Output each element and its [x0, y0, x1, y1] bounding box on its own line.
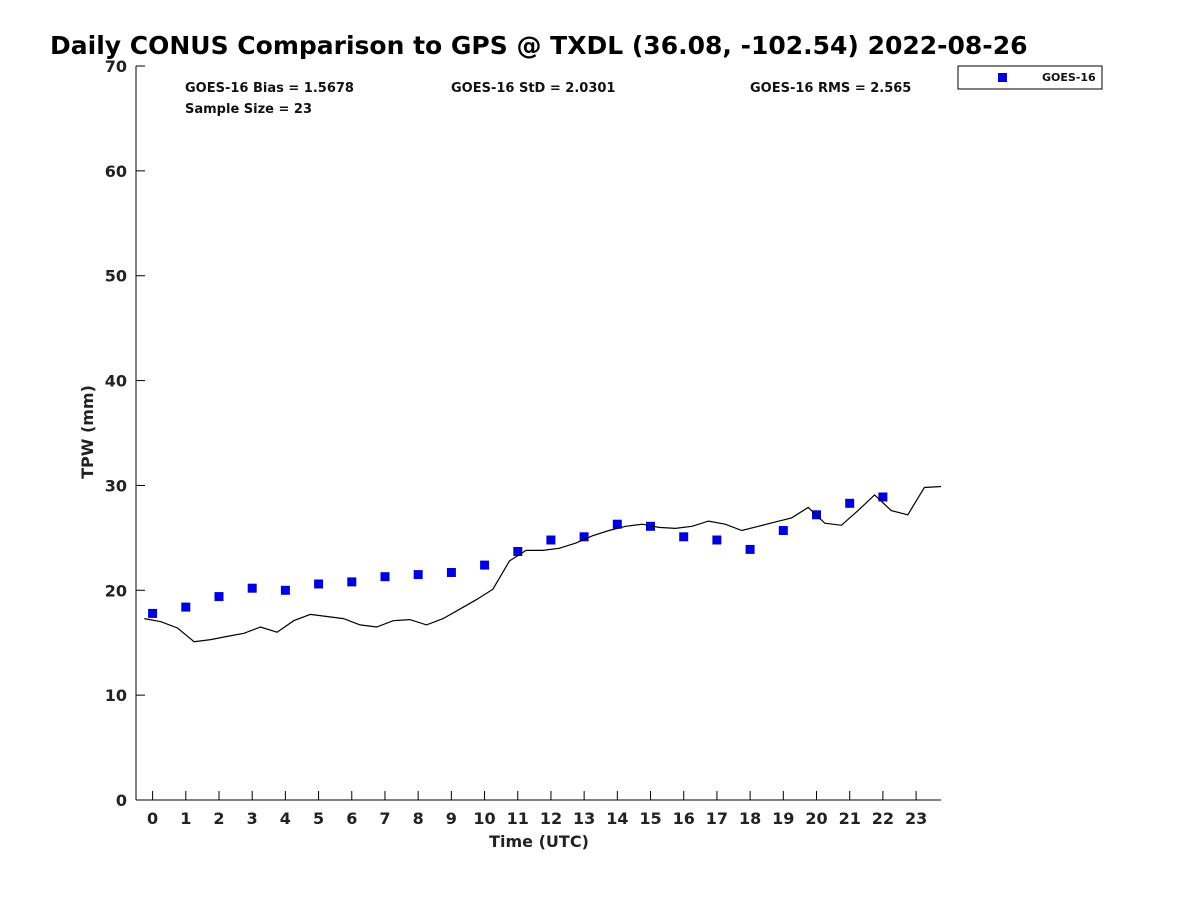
x-tick-label: 22 — [872, 809, 894, 828]
x-axis-label: Time (UTC) — [489, 832, 589, 851]
x-tick-label: 11 — [507, 809, 529, 828]
y-tick-label: 70 — [105, 57, 127, 76]
goes16-point — [546, 535, 556, 545]
goes16-point — [612, 519, 622, 529]
goes16-point — [247, 583, 257, 593]
x-tick-label: 18 — [739, 809, 761, 828]
x-tick-label: 7 — [379, 809, 390, 828]
y-tick-label: 20 — [105, 581, 127, 600]
x-tick-label: 6 — [346, 809, 357, 828]
x-tick-label: 15 — [639, 809, 661, 828]
stat-rms: GOES-16 RMS = 2.565 — [750, 81, 911, 96]
goes16-point — [148, 608, 158, 618]
x-tick-label: 16 — [673, 809, 695, 828]
goes16-point — [778, 526, 788, 535]
goes16-point — [579, 532, 589, 542]
goes16-point — [845, 498, 855, 508]
x-tick-label: 4 — [280, 809, 291, 828]
goes16-point — [413, 570, 423, 580]
x-tick-label: 14 — [606, 809, 628, 828]
goes16-point — [347, 577, 357, 587]
legend-label-goes16: GOES-16 — [1042, 71, 1096, 84]
goes16-point — [280, 585, 290, 595]
stat-sample-size: Sample Size = 23 — [185, 102, 312, 117]
goes16-point — [679, 532, 689, 542]
goes16-point — [712, 535, 722, 545]
x-tick-label: 12 — [540, 809, 562, 828]
x-tick-label: 2 — [213, 809, 224, 828]
goes16-point — [181, 602, 191, 612]
x-tick-label: 23 — [905, 809, 927, 828]
y-axis-label: TPW (mm) — [78, 385, 97, 479]
goes16-point — [446, 568, 456, 577]
x-tick-label: 13 — [573, 809, 595, 828]
y-tick-label: 0 — [116, 791, 127, 810]
x-tick-label: 10 — [473, 809, 495, 828]
stat-std: GOES-16 StD = 2.0301 — [451, 81, 615, 96]
legend-marker — [998, 73, 1007, 82]
x-tick-label: 21 — [839, 809, 861, 828]
y-tick-label: 10 — [105, 686, 127, 705]
goes16-point — [745, 544, 755, 554]
chart-title: Daily CONUS Comparison to GPS @ TXDL (36… — [50, 31, 1027, 60]
x-tick-label: 8 — [413, 809, 424, 828]
goes16-point — [513, 547, 523, 556]
goes16-point — [878, 492, 888, 502]
x-tick-label: 20 — [805, 809, 827, 828]
y-tick-label: 60 — [105, 162, 127, 181]
goes16-point — [314, 579, 324, 589]
x-tick-label: 5 — [313, 809, 324, 828]
legend-box — [957, 65, 1103, 90]
goes16-point — [214, 592, 224, 602]
x-tick-label: 1 — [180, 809, 191, 828]
x-tick-label: 0 — [147, 809, 158, 828]
x-tick-label: 17 — [706, 809, 728, 828]
y-tick-label: 50 — [105, 267, 127, 286]
goes16-point — [480, 560, 490, 570]
x-tick-label: 3 — [247, 809, 258, 828]
y-tick-label: 30 — [105, 476, 127, 495]
x-tick-label: 9 — [446, 809, 457, 828]
x-tick-label: 19 — [772, 809, 794, 828]
stat-bias: GOES-16 Bias = 1.5678 — [185, 81, 354, 96]
y-tick-label: 40 — [105, 372, 127, 391]
gps-tpw-line — [144, 485, 942, 643]
goes16-point — [380, 572, 390, 582]
legend: GOES-16 — [957, 65, 1103, 90]
